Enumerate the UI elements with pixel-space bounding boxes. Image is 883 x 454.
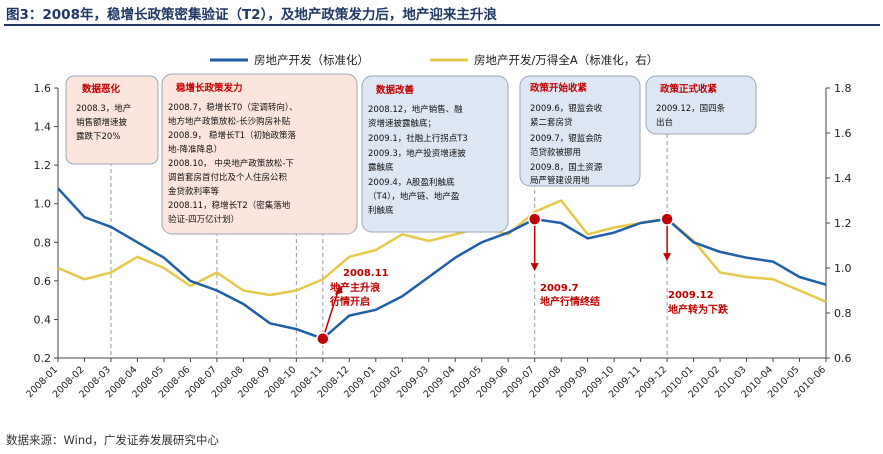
annotation-box-data-improve: 数据改善 2008.12，地产销售、融 资增速披露触底； 2009.1，社融上行… [361,75,509,233]
y-tick-label: 1.6 [34,82,52,95]
box-line: 露触底 [368,162,394,173]
box-line: 露跌下20% [76,131,120,142]
y2-tick-label: 1.0 [834,262,852,275]
legend-label-series2: 房地产开发/万得全A（标准化，右） [474,53,658,67]
y-tick-label: 0.8 [34,236,52,249]
box-line: 2008.9， 稳增长T1（初始政策落 [168,130,297,141]
box-line: 2008.11，稳增长T2（密集落地 [168,200,291,211]
y-tick-label: 0.6 [34,275,52,288]
y2-tick-label: 1.4 [834,172,852,185]
box-title: 政策开始收紧 [530,82,588,94]
box-line: 2008.7，稳增长T0（定调转向）、 [168,102,298,113]
title-rule [4,24,880,26]
y-tick-label: 0.2 [34,352,52,365]
y2-tick-label: 0.6 [834,352,852,365]
box-line: 2009.6，银监会收 [530,103,603,114]
box-line: （T4），地产链、地产盈 [368,191,460,202]
annotation-text: 地产主升浪 [330,281,380,294]
y-tick-label: 0.4 [34,313,52,326]
box-title: 稳增长政策发力 [176,82,243,94]
page-title: 图3：2008年，稳增长政策密集验证（T2），及地产政策发力后，地产迎来主升浪 [6,7,497,23]
box-line: 调首套房首付比及个人住房公积 [168,172,288,183]
box-title: 政策正式收紧 [660,83,718,95]
annotation-box-tighten-formal: 政策正式收紧 2009.12，国四条 出台 [645,75,757,135]
box-line: 范贷款被挪用 [530,147,581,158]
annotation-text: 地产转为下跌 [668,303,729,316]
event-markers [316,212,674,346]
box-line: 紧二套房贷 [530,117,573,128]
y2-tick-label: 0.8 [834,307,852,320]
annotation-box-stimulus: 稳增长政策发力 2008.7，稳增长T0（定调转向）、 地方地产政策放松-长沙购… [161,73,358,235]
box-line: 金贷款利率等 [168,186,220,197]
box-line: 2009.12，国四条 [656,103,726,114]
annotation-text: 行情开启 [329,295,370,308]
box-line: 销售额增速披 [76,117,128,128]
box-line: 2009.7，银监会防 [530,133,603,144]
y-tick-label: 1.0 [34,198,52,211]
event-arrowhead [663,253,672,262]
chart-legend: 房地产开发（标准化） 房地产开发/万得全A（标准化，右） [210,53,658,67]
annotation-box-data-worsen: 数据恶化 2008.3，地产 销售额增速披 露跌下20% [65,75,159,165]
box-line: 出台 [656,117,673,128]
event-marker [316,331,330,346]
legend-label-series1: 房地产开发（标准化） [254,53,369,67]
box-line: 局严管建设用地 [530,175,590,186]
y2-tick-label: 1.6 [834,127,852,140]
event-arrowhead [334,284,343,295]
event-arrowhead [530,263,539,272]
box-line: 利触底 [368,205,394,216]
box-line: 资增速披露触底； [368,118,436,129]
chart-series [57,187,827,340]
box-title: 数据恶化 [81,83,121,95]
y2-tick-label: 1.2 [834,217,852,230]
box-line: 2009.4，A股盈利触底 [368,177,455,188]
box-line: 2008.10， 中央地产政策放松-下 [168,158,294,169]
box-line: 地方地产政策放松-长沙购房补贴 [168,116,291,127]
event-annotations: 2008.11 地产主升浪 行情开启 2009.7 地产行情终结 2009.12… [329,268,729,316]
box-line: 2008.3，地产 [76,103,131,114]
event-arrow [322,288,340,339]
annotation-date: 2009.7 [540,283,579,294]
event-marker [660,212,674,226]
annotation-date: 2008.11 [343,268,389,279]
box-line: 2009.3，地产投资增速披 [368,148,466,159]
source-note: 数据来源：Wind，广发证券发展研究中心 [6,433,219,447]
series-line-2 [57,199,827,303]
series-line-1 [57,187,827,340]
box-line: 2008.12，地产销售、融 [368,104,463,115]
y2-tick-label: 1.8 [834,82,852,95]
annotation-box-tighten-start: 政策开始收紧 2009.6，银监会收 紧二套房贷 2009.7，银监会防 范贷款… [519,75,641,187]
box-line: 2009.1，社融上行拐点T3 [368,133,468,144]
y-tick-label: 1.4 [34,121,52,134]
y-tick-label: 1.2 [34,159,52,172]
annotation-text: 地产行情终结 [540,295,600,308]
box-title: 数据改善 [375,84,415,96]
event-marker [527,212,542,226]
box-line: 2009.8，国土资源 [530,162,603,173]
annotation-date: 2009.12 [668,290,714,301]
box-line: 地-降准降息） [168,144,222,155]
box-line: 验证-四万亿计划） [168,214,239,225]
